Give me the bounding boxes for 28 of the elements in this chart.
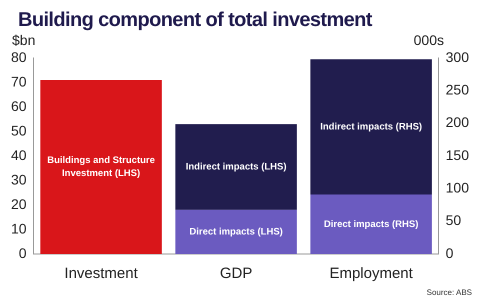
y-tick-label: 60 [10,98,27,114]
series-label: Buildings and Structure Investment (LHS) [47,155,155,180]
y-tick-label: 0 [18,244,27,261]
y-tick-label: 70 [10,73,27,90]
series-label: Indirect impacts (LHS) [186,162,287,173]
y2-tick-label: 0 [446,244,454,261]
y-tick-label: 80 [10,48,27,65]
y2-tick-label: 300 [446,48,470,65]
x-tick-label: Employment [329,265,414,282]
x-tick-label: Investment [64,265,139,282]
series-label: Direct impacts (RHS) [324,218,418,230]
y2-tick-label: 250 [446,82,470,98]
x-tick-label: GDP [220,265,252,282]
source-note: Source: ABS [426,288,472,297]
series-label: Indirect impacts (RHS) [320,122,422,133]
y-axis-title: $bn [12,32,36,48]
y-tick-label: 20 [10,196,27,212]
y2-axis-title: 000s [414,32,444,48]
chart-title: Building component of total investment [18,8,374,32]
series-label: Direct impacts (LHS) [189,226,283,238]
y2-tick-label: 200 [446,114,470,130]
y2-tick-label: 150 [446,146,470,163]
y-tick-label: 50 [10,122,27,138]
y-tick-label: 10 [10,220,27,236]
y2-tick-label: 100 [446,180,470,196]
y-tick-label: 30 [10,171,27,188]
y2-tick-label: 50 [446,212,462,228]
y-tick-label: 40 [10,146,27,163]
